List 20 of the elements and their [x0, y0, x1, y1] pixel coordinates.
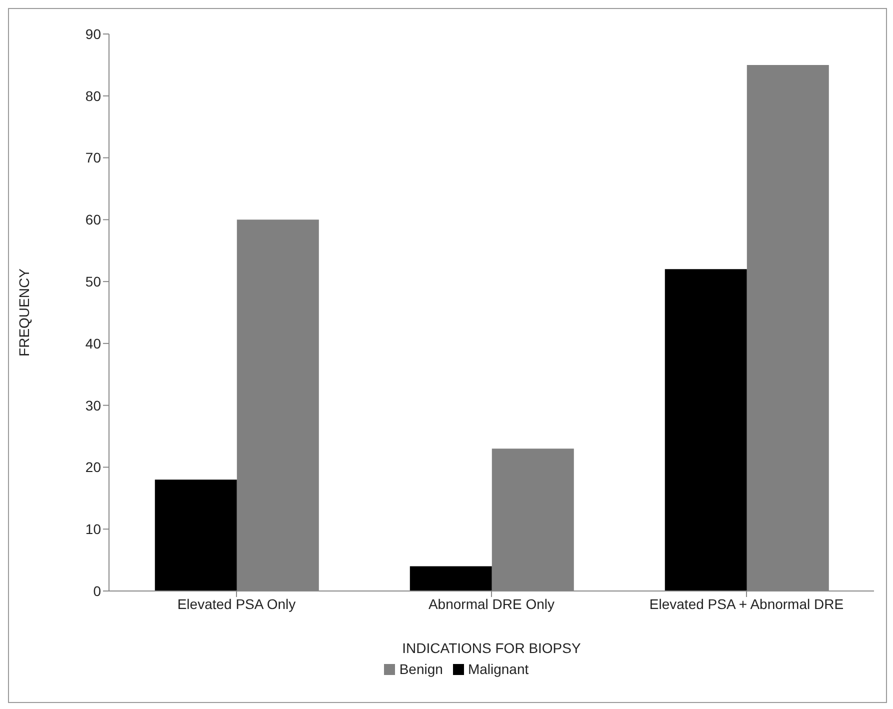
bar — [410, 566, 492, 591]
bar — [154, 480, 237, 591]
x-axis-title: INDICATIONS FOR BIOPSY — [402, 640, 582, 656]
y-axis-title: FREQUENCY — [16, 268, 32, 356]
y-tick-label: 70 — [85, 150, 102, 166]
y-tick-label: 60 — [85, 212, 102, 228]
legend-label: Benign — [399, 661, 443, 677]
x-tick-label: Elevated PSA + Abnormal DRE — [649, 596, 844, 612]
y-tick-label: 0 — [93, 582, 102, 599]
y-tick-label: 10 — [85, 521, 102, 538]
legend-label: Malignant — [468, 661, 529, 677]
y-tick-label: 30 — [85, 397, 102, 414]
x-tick-label: Abnormal DRE Only — [428, 596, 555, 612]
y-tick-label: 80 — [85, 88, 102, 104]
y-tick-label: 40 — [85, 335, 102, 352]
x-tick-label: Elevated PSA Only — [177, 596, 296, 612]
y-tick-label: 50 — [85, 274, 102, 290]
y-tick-label: 20 — [85, 459, 102, 476]
y-tick-label: 90 — [85, 26, 102, 42]
bar — [664, 269, 747, 591]
